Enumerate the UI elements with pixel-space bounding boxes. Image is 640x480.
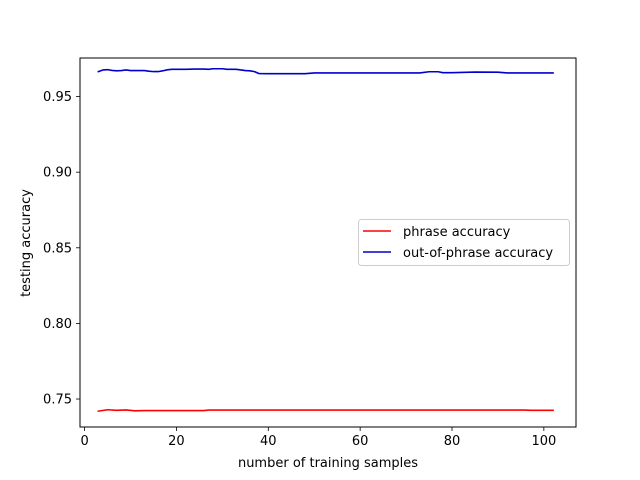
- x-tick-label: 20: [168, 434, 185, 449]
- x-tick-label: 80: [444, 434, 461, 449]
- legend-label-out-of-phrase: out-of-phrase accuracy: [403, 246, 553, 261]
- x-tick-label: 60: [352, 434, 369, 449]
- series-line-0: [97, 408, 554, 413]
- y-tick-label: 0.80: [43, 317, 72, 332]
- y-tick-label: 0.85: [43, 241, 72, 256]
- series-line-1: [97, 67, 554, 75]
- y-axis-label: testing accuracy: [19, 189, 34, 297]
- x-tick-label: 0: [80, 434, 88, 449]
- y-tick-label: 0.75: [43, 393, 72, 408]
- y-tick-label: 0.90: [43, 166, 72, 181]
- y-axis-ticks: 0.75 0.80 0.85 0.90 0.95: [43, 90, 80, 408]
- series-layer: [97, 67, 554, 413]
- x-tick-label: 100: [531, 434, 556, 449]
- x-axis-ticks: 0 20 40 60 80 100: [80, 427, 556, 449]
- x-axis-label: number of training samples: [238, 456, 418, 471]
- legend: phrase accuracy out-of-phrase accuracy: [358, 219, 570, 266]
- plot-frame: [79, 57, 577, 428]
- x-tick-label: 40: [260, 434, 277, 449]
- legend-label-phrase: phrase accuracy: [403, 225, 511, 240]
- y-tick-label: 0.95: [43, 90, 72, 105]
- legend-box: [358, 219, 570, 266]
